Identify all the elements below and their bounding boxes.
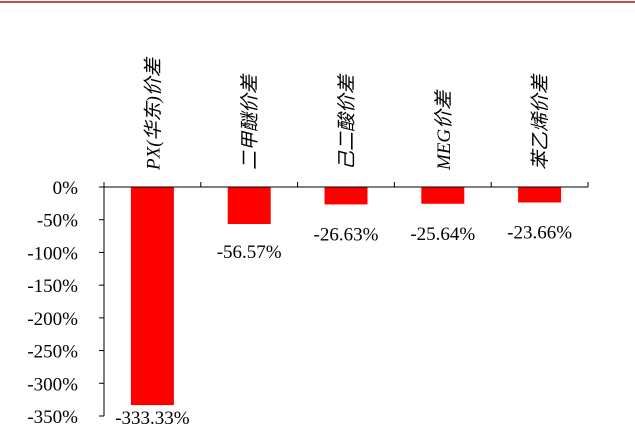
data-label: -56.57% (217, 242, 282, 263)
data-label: -25.64% (410, 224, 475, 245)
data-label: -333.33% (115, 408, 190, 427)
category-labels: PX(华东)价差 二甲醚价差 己二酸价差 MEG价差 苯乙烯价差 (142, 56, 551, 171)
y-tick-label: 0% (53, 178, 79, 199)
x-axis-ticks (103, 182, 589, 187)
bar (130, 187, 174, 406)
data-label: -23.66% (507, 222, 572, 243)
category-label: 苯乙烯价差 (531, 73, 552, 170)
y-tick-label: -350% (27, 407, 78, 427)
bar (324, 187, 368, 205)
y-tick-label: -300% (27, 374, 78, 395)
data-labels: -333.33% -56.57% -26.63% -25.64% -23.66% (115, 222, 572, 427)
y-tick-label: -150% (27, 276, 78, 297)
y-axis-ticks (99, 186, 104, 417)
y-tick-label: -250% (27, 342, 78, 363)
category-label: 二甲醚价差 (240, 73, 261, 170)
y-tick-label: -200% (27, 309, 78, 330)
y-axis-tick-labels: 0% -50% -100% -150% -200% -250% -300% -350% (27, 178, 78, 427)
bar (421, 187, 465, 204)
bar (518, 187, 562, 203)
y-tick-label: -50% (37, 211, 78, 232)
data-label: -26.63% (314, 224, 379, 245)
category-label: PX(华东)价差 (142, 56, 164, 171)
bar (227, 187, 271, 225)
category-label: 己二酸价差 (337, 73, 358, 170)
bars (130, 187, 562, 406)
y-tick-label: -100% (27, 243, 78, 264)
category-label: MEG价差 (434, 89, 455, 171)
